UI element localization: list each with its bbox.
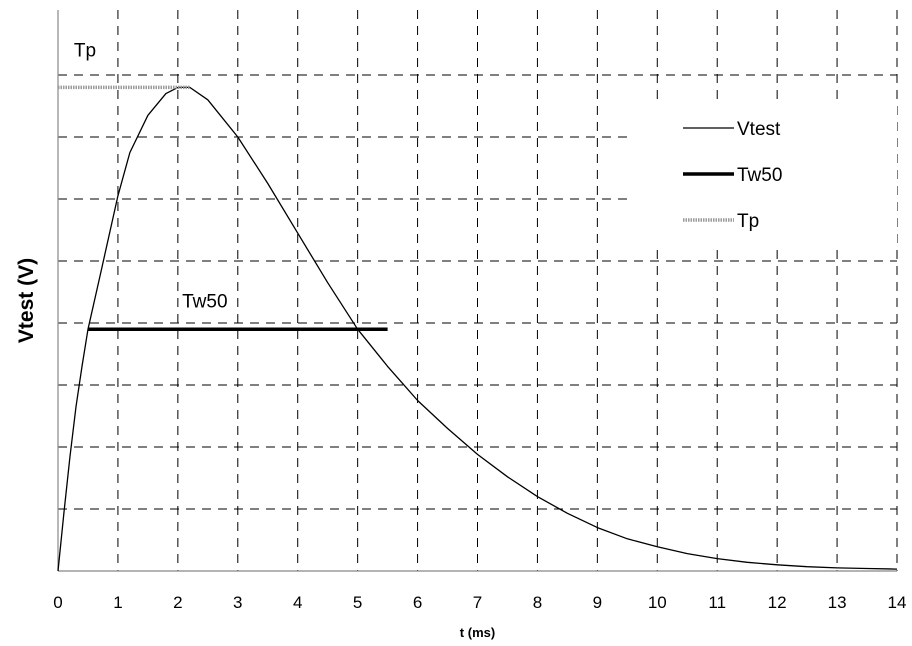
x-tick-label: 11 [708,593,726,612]
x-tick-label: 8 [533,593,542,612]
x-tick-label: 13 [828,593,847,612]
legend: Vtest Tw50 Tp [683,119,782,232]
x-tick-label: 12 [768,593,787,612]
grid [58,10,898,571]
x-tick-label: 7 [473,593,482,612]
legend-label-tp: Tp [737,211,759,232]
x-tick-label: 10 [648,593,667,612]
x-tick-label: 4 [293,593,302,612]
x-tick-label: 3 [233,593,242,612]
legend-label-vtest: Vtest [737,119,781,140]
annotation-label: Tw50 [182,292,227,313]
x-tick-label: 5 [353,593,362,612]
labels: Tw50 Tp [74,40,228,312]
legend-background [632,100,897,250]
x-tick-label: 9 [593,593,602,612]
x-tick-label: 14 [888,593,907,612]
series [57,85,898,572]
x-tick-label: 1 [113,593,122,612]
legend-label-tw50: Tw50 [737,165,782,186]
x-tick-label: 6 [413,593,422,612]
axes: 0 1 2 3 4 5 6 7 8 9 10 11 12 13 14t (ms)Vtest (V) [15,10,906,640]
annotation-label: Tp [74,40,96,61]
x-tick-label: 2 [173,593,182,612]
y-axis-label: Vtest (V) [15,258,38,343]
x-tick-label: 0 [53,593,62,612]
x-axis-label: t (ms) [460,625,495,640]
